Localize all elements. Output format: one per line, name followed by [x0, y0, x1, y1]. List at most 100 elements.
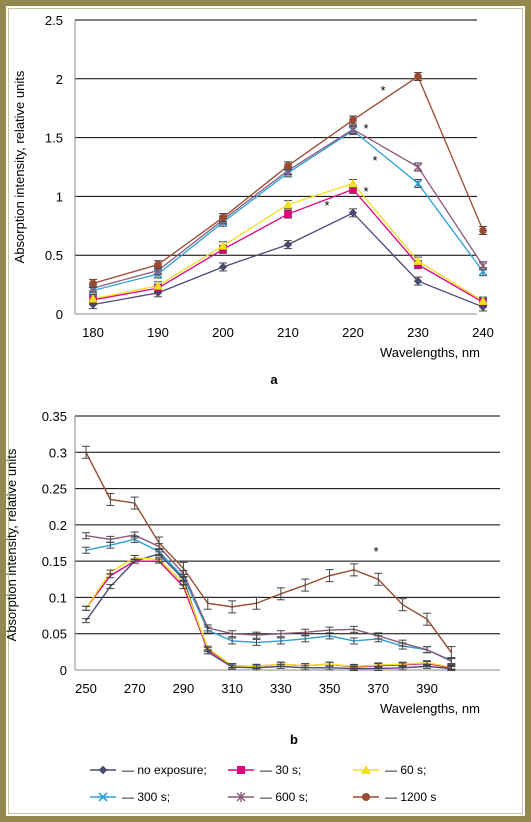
b-series-line-no-exposure	[85, 553, 452, 670]
a-y-tick-label: 0.5	[45, 248, 63, 263]
legend-marker-2	[361, 765, 371, 774]
b-error-bar	[349, 563, 358, 577]
legend-label: — 1200 s	[385, 790, 436, 804]
b-series-line-300-s	[85, 538, 452, 662]
b-error-bar	[252, 631, 261, 639]
a-point-30-s	[349, 185, 357, 194]
b-error-bar	[203, 624, 212, 632]
b-error-bar	[374, 572, 383, 586]
b-y-tick-label: 0.1	[49, 590, 67, 605]
b-error-bar	[325, 661, 334, 667]
a-point-no-exposure	[348, 208, 358, 218]
b-y-tick-label: 0.35	[42, 409, 67, 424]
b-y-tick-label: 0.05	[42, 627, 67, 642]
a-point-60-s	[348, 178, 358, 188]
a-point-60-s	[478, 296, 488, 305]
a-x-tick-label: 180	[82, 325, 104, 340]
a-point-600-s	[478, 260, 488, 271]
legend-label: — 300 s;	[122, 790, 170, 804]
b-x-tick-label: 330	[270, 681, 292, 696]
a-annotation-asterisk: *	[363, 121, 368, 136]
a-point-no-exposure	[413, 276, 423, 286]
b-error-bar	[82, 445, 90, 459]
b-error-bar	[155, 557, 164, 563]
panel-label-b: b	[290, 732, 298, 747]
a-series-line-1200-s	[92, 75, 484, 285]
b-y-tick-label: 0.25	[42, 482, 67, 497]
a-point-600-s	[348, 124, 358, 135]
b-error-bar	[155, 536, 164, 550]
a-point-1200-s	[89, 279, 97, 288]
a-point-1200-s	[414, 72, 422, 81]
b-y-tick-label: 0	[60, 663, 67, 678]
b-x-tick-label: 350	[319, 681, 341, 696]
a-x-tick-label: 230	[407, 325, 429, 340]
a-y-tick-label: 2	[56, 72, 63, 87]
a-point-1200-s	[154, 260, 162, 269]
b-annotation-asterisk: *	[373, 544, 378, 559]
a-point-30-s	[284, 210, 292, 218]
b-error-bar	[398, 661, 407, 667]
a-point-600-s	[413, 162, 423, 172]
a-y-tick-label: 1	[56, 189, 63, 204]
a-annotation-asterisk: *	[372, 153, 377, 168]
a-point-no-exposure	[283, 240, 293, 249]
b-error-bar	[423, 660, 431, 666]
a-point-300-s	[413, 179, 423, 188]
b-error-bar	[130, 555, 139, 561]
b-x-tick-label: 270	[124, 681, 146, 696]
b-y-tick-label: 0.15	[42, 554, 67, 569]
b-x-axis-label: Wavelengths, nm	[380, 701, 480, 716]
b-series-line-30-s	[85, 560, 452, 669]
b-error-bar	[203, 596, 212, 610]
a-y-axis-label: Absorption intensity, relative units	[12, 70, 27, 263]
b-error-bar	[398, 639, 407, 647]
b-x-tick-label: 370	[367, 681, 389, 696]
b-y-axis-label: Absorption intensity, relative units	[4, 448, 19, 641]
a-annotation-asterisk: *	[380, 83, 385, 98]
legend-marker-0	[98, 765, 108, 775]
b-error-bar	[228, 630, 237, 638]
b-error-bar	[349, 663, 358, 669]
b-error-bar	[423, 612, 431, 626]
b-error-bar	[106, 569, 115, 575]
a-x-tick-label: 210	[277, 325, 299, 340]
b-error-bar	[106, 492, 115, 506]
b-error-bar	[301, 578, 310, 592]
b-series-line-1200-s	[85, 451, 452, 653]
b-error-bar	[106, 535, 115, 543]
a-annotation-asterisk: *	[324, 198, 329, 213]
b-error-bar	[398, 598, 407, 612]
b-error-bar	[301, 628, 310, 636]
a-point-60-s	[153, 280, 163, 290]
b-error-bar	[276, 587, 285, 601]
a-point-1200-s	[219, 213, 227, 222]
a-y-tick-label: 2.5	[45, 13, 63, 28]
b-y-tick-label: 0.2	[49, 518, 67, 533]
b-error-bar	[252, 596, 261, 610]
b-error-bar	[82, 546, 90, 554]
legend-label: — 30 s;	[260, 763, 301, 777]
b-error-bar	[374, 632, 383, 640]
b-error-bar	[130, 496, 139, 510]
b-error-bar	[82, 532, 90, 540]
b-error-bar	[447, 664, 456, 670]
b-error-bar	[155, 551, 164, 557]
b-error-bar	[423, 646, 431, 654]
a-annotation-asterisk: *	[363, 184, 368, 199]
b-error-bar	[130, 531, 139, 539]
legend-marker-3-stroke	[98, 792, 108, 802]
a-y-tick-label: 1.5	[45, 131, 63, 146]
b-error-bar	[349, 637, 358, 645]
b-x-tick-label: 310	[221, 681, 243, 696]
b-error-bar	[349, 625, 358, 633]
b-error-bar	[252, 638, 261, 646]
b-error-bar	[374, 662, 383, 668]
b-error-bar	[325, 569, 334, 583]
b-series-line-600-s	[85, 534, 452, 662]
legend-marker-4	[236, 792, 246, 802]
legend-label: — no exposure;	[122, 763, 207, 777]
b-error-bar	[301, 663, 310, 669]
